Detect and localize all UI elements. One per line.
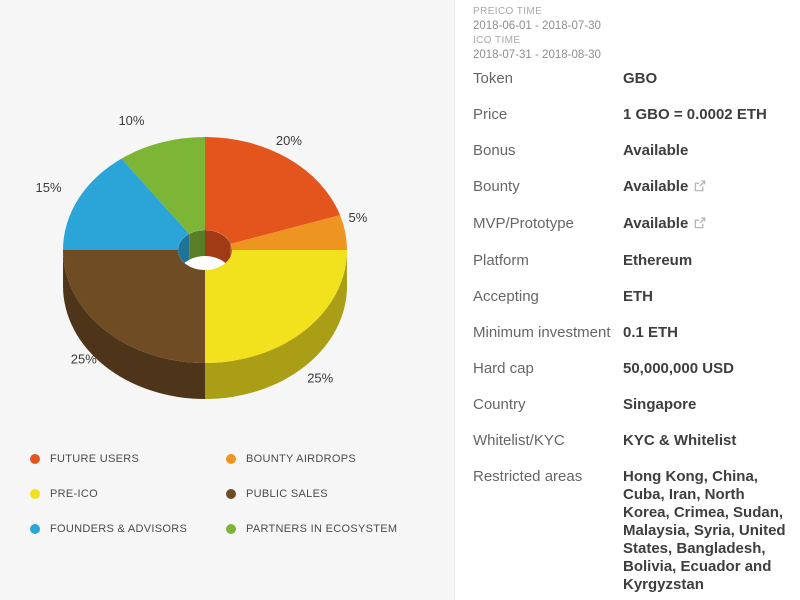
detail-row-bonus: Bonus Available [473,142,790,160]
legend-item-pre-ico[interactable]: PRE-ICO [30,488,226,500]
legend-item-label: BOUNTY AIRDROPS [246,453,357,465]
detail-value: GBO [623,70,658,87]
detail-label: Country [473,396,526,413]
detail-label: Accepting [473,288,539,305]
legend-color-dot [30,524,40,534]
donut-hole-wall [189,230,205,260]
detail-row-hard-cap: Hard cap 50,000,000 USD [473,360,790,378]
legend-color-dot [226,489,236,499]
detail-row-restricted-areas: Restricted areas Hong Kong, China, Cuba,… [473,468,790,594]
legend-item-label: FOUNDERS & ADVISORS [50,523,188,535]
detail-value: Available [623,215,790,234]
detail-row-mvp-prototype: MVP/Prototype Available [473,215,790,234]
detail-value: 50,000,000 USD [623,360,734,377]
detail-label: Token [473,70,514,87]
legend-item-label: PARTNERS IN ECOSYSTEM [246,523,398,535]
chart-legend: FUTURE USERS BOUNTY AIRDROPS PRE-ICO PUB… [30,453,442,535]
detail-value: KYC & Whitelist [623,432,737,449]
detail-value: Available [623,178,790,197]
legend-item-founders-advisors[interactable]: FOUNDERS & ADVISORS [30,523,226,535]
pie-data-label: 10% [118,113,144,128]
pie-data-label: 5% [349,210,368,225]
detail-row-minimum-investment: Minimum investment 0.1 ETH [473,324,790,342]
pie-slice-public-sales[interactable] [63,250,205,363]
detail-label: Price [473,106,508,123]
detail-value: 1 GBO = 0.0002 ETH [623,106,767,123]
detail-label: Platform [473,252,529,269]
legend-item-public-sales[interactable]: PUBLIC SALES [226,488,442,500]
legend-item-partners-in-ecosystem[interactable]: PARTNERS IN ECOSYSTEM [226,523,442,535]
pie-slice-bounty-airdrops[interactable] [230,215,347,250]
pie-slice-side-pre-ico [205,250,347,399]
detail-row-country: Country Singapore [473,396,790,414]
detail-label: Whitelist/KYC [473,432,565,449]
detail-row-whitelist-kyc: Whitelist/KYC KYC & Whitelist [473,432,790,450]
donut-hole-wall [205,230,231,270]
pie-slice-founders-advisors[interactable] [63,158,190,250]
token-distribution-panel: 20% 5% 25% 25% 15% 10% FUTURE USERS BOUNTY AI… [30,0,455,600]
legend-item-future-users[interactable]: FUTURE USERS [30,453,226,465]
detail-row-bounty: Bounty Available [473,178,790,197]
legend-color-dot [30,489,40,499]
pie-data-label: 25% [71,352,97,367]
details-table: Token GBO Price 1 GBO = 0.0002 ETH Bonus… [473,70,790,594]
preico-time-value: 2018-06-01 - 2018-07-30 [473,20,601,32]
pie-slice-side-public-sales [63,250,205,399]
ico-details-panel: PREICO TIME 2018-06-01 - 2018-07-30 ICO … [456,0,800,600]
legend-color-dot [226,454,236,464]
detail-value: Available [623,142,689,159]
detail-row-token: Token GBO [473,70,790,88]
ico-times: PREICO TIME 2018-06-01 - 2018-07-30 ICO … [473,5,790,63]
detail-value: ETH [623,288,653,305]
pie-data-label: 25% [307,371,333,386]
legend-item-label: PRE-ICO [50,488,98,500]
pie-slice-partners-in-ecosystem[interactable] [121,137,205,234]
legend-item-bounty-airdrops[interactable]: BOUNTY AIRDROPS [226,453,442,465]
detail-label: MVP/Prototype [473,215,574,232]
detail-label: Restricted areas [473,468,583,485]
detail-label: Bounty [473,178,520,195]
detail-label: Minimum investment [473,324,611,341]
detail-label: Hard cap [473,360,534,377]
external-link-icon[interactable] [694,179,706,197]
token-distribution-pie-chart: 20% 5% 25% 25% 15% 10% [36,113,368,399]
legend-item-label: PUBLIC SALES [246,488,328,500]
legend-item-label: FUTURE USERS [50,453,140,465]
preico-time-label: PREICO TIME [473,6,543,17]
detail-value: 0.1 ETH [623,324,679,341]
detail-value: Hong Kong, China, Cuba, Iran, North Kore… [623,468,786,593]
pie-data-label: 20% [276,133,302,148]
detail-value: Ethereum [623,252,693,269]
ico-time-label: ICO TIME [473,35,521,46]
external-link-icon[interactable] [694,216,706,234]
legend-color-dot [226,524,236,534]
pie-data-label: 15% [36,180,62,195]
detail-row-platform: Platform Ethereum [473,252,790,270]
legend-color-dot [30,454,40,464]
ico-time-value: 2018-07-31 - 2018-08-30 [473,49,601,61]
detail-value: Singapore [623,396,697,413]
detail-row-price: Price 1 GBO = 0.0002 ETH [473,106,790,124]
detail-row-accepting: Accepting ETH [473,288,790,306]
pie-slice-pre-ico[interactable] [205,250,347,363]
detail-label: Bonus [473,142,516,159]
pie-slice-future-users[interactable] [205,136,341,244]
